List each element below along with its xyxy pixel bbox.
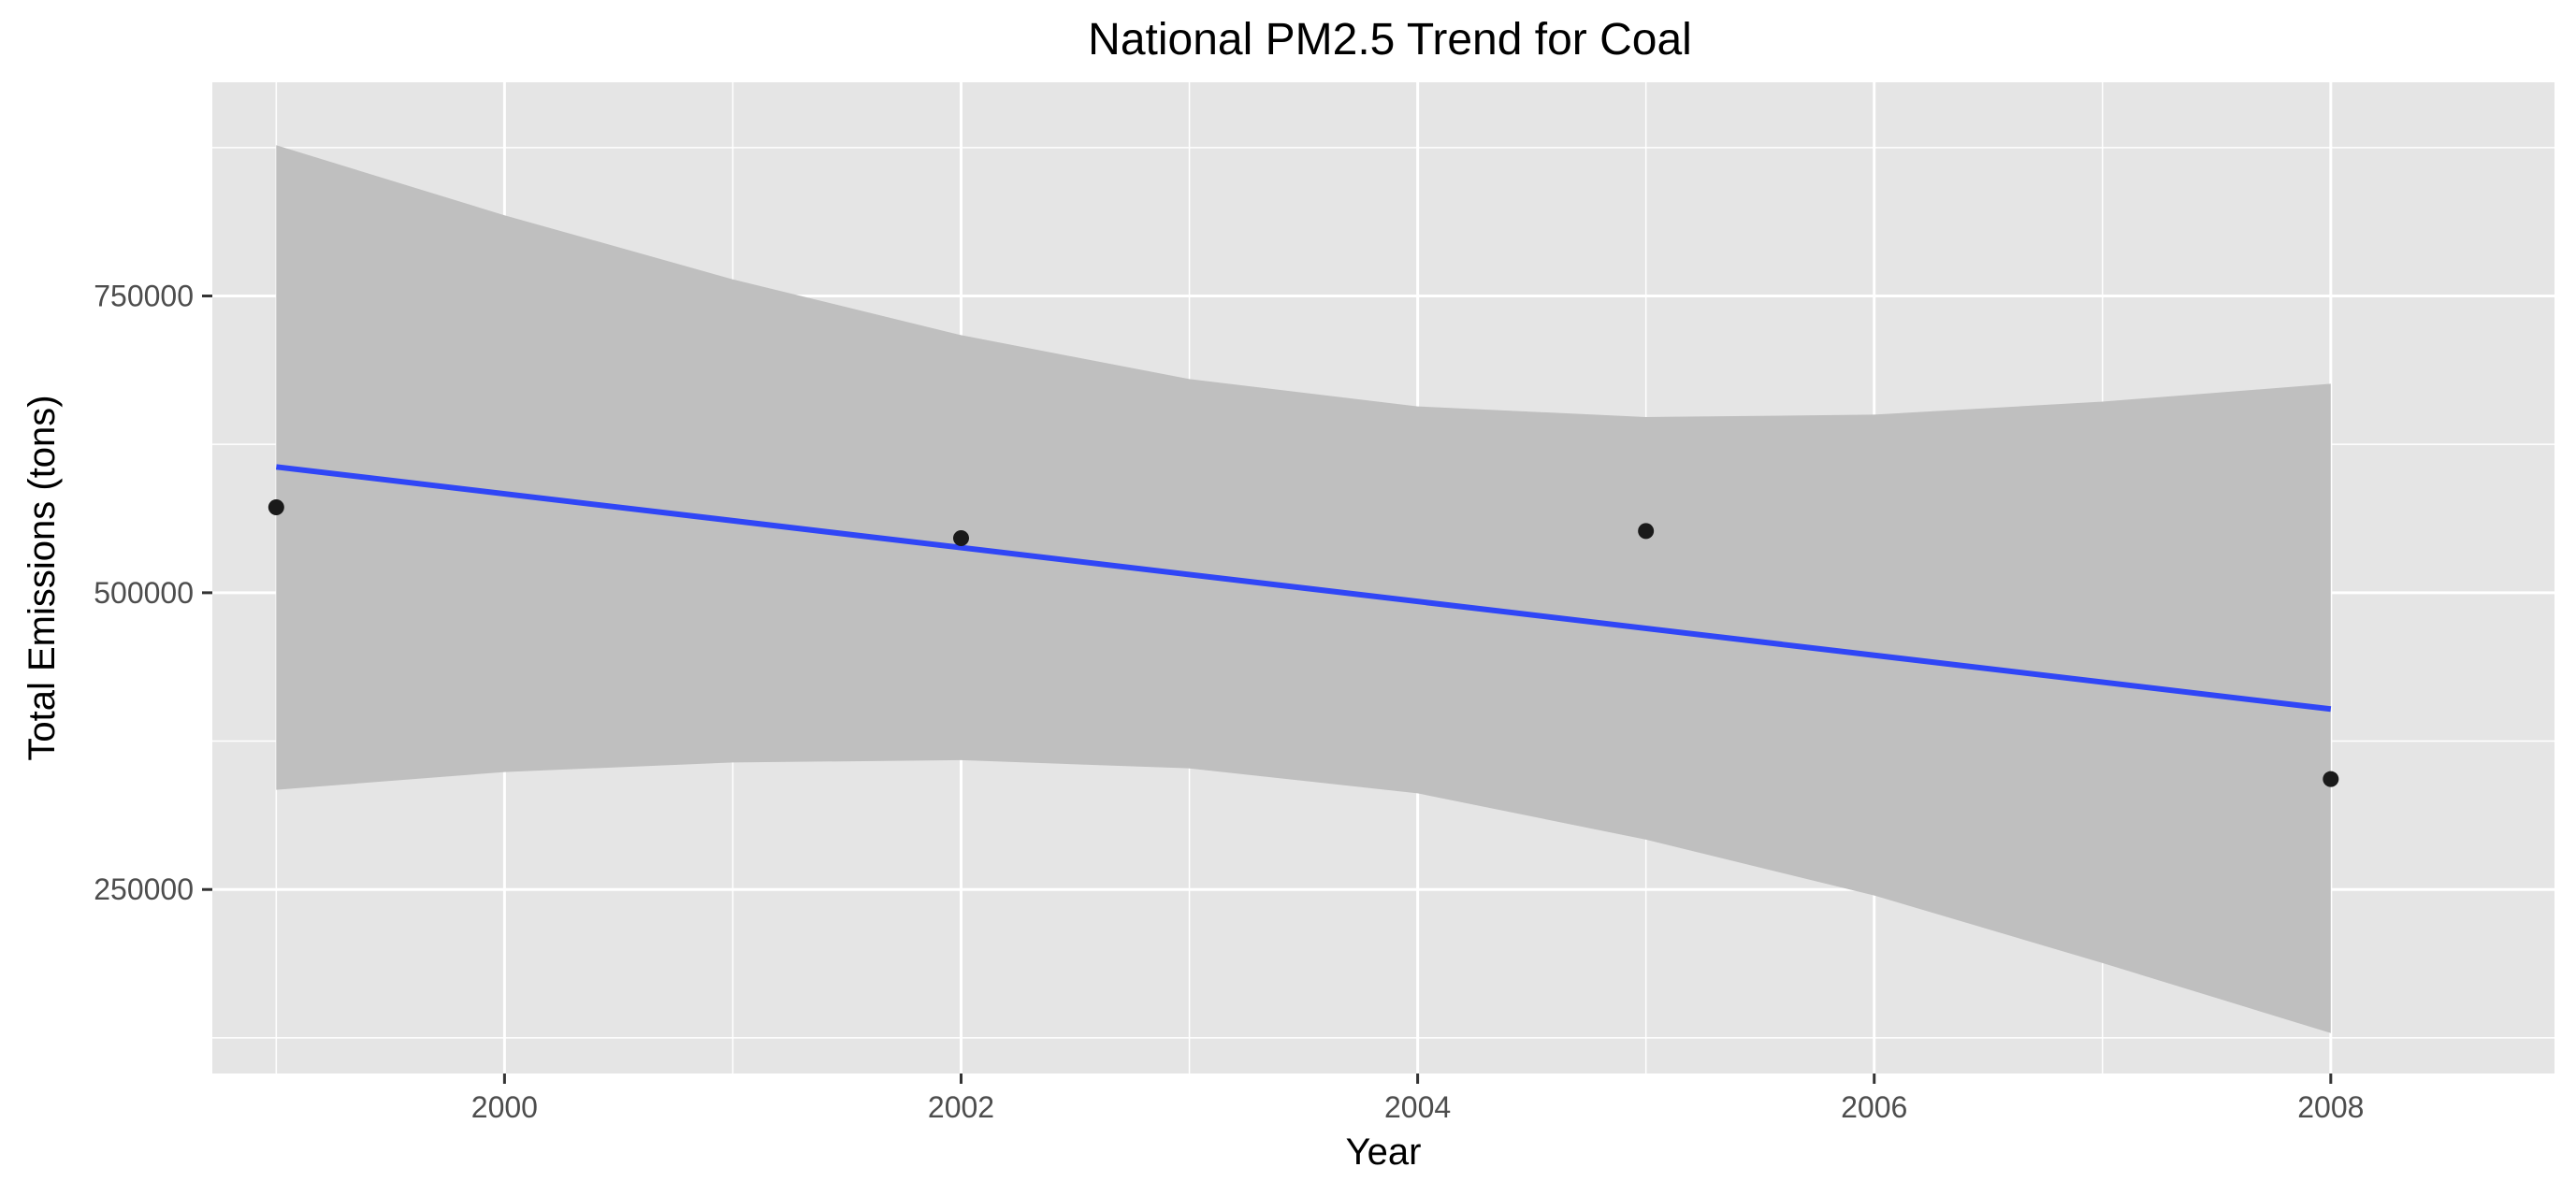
y-tick-label: 750000 — [94, 280, 194, 313]
y-tick-label: 500000 — [94, 576, 194, 610]
x-tick-label: 2006 — [1841, 1090, 1907, 1124]
x-tick-label: 2000 — [471, 1090, 538, 1124]
x-axis-title: Year — [1346, 1131, 1422, 1173]
trend-line — [275, 464, 2332, 713]
data-point — [952, 529, 969, 546]
data-point — [1638, 523, 1655, 540]
x-tick-label: 2004 — [1384, 1090, 1451, 1124]
data-point — [2323, 771, 2339, 787]
x-axis: 2000 2002 2004 2006 2008 — [471, 1074, 2364, 1124]
y-axis: 250000 500000 750000 — [94, 280, 212, 906]
chart-title: National PM2.5 Trend for Coal — [1088, 15, 1692, 65]
data-point — [268, 498, 284, 515]
y-axis-title: Total Emissions (tons) — [22, 395, 63, 760]
data-points — [268, 498, 2339, 787]
x-tick-label: 2002 — [928, 1090, 994, 1124]
x-tick-label: 2008 — [2297, 1090, 2364, 1124]
y-tick-label: 250000 — [94, 872, 194, 906]
